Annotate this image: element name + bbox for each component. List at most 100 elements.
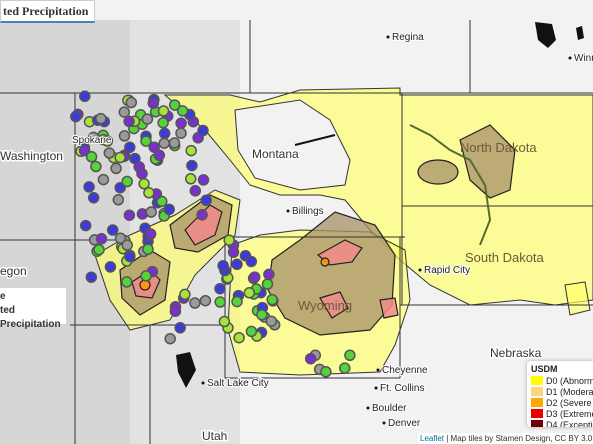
station-marker[interactable] [179, 288, 191, 301]
station-marker[interactable] [186, 159, 198, 172]
station-marker[interactable] [200, 194, 212, 207]
station-marker[interactable] [256, 309, 268, 321]
attribution-link[interactable]: Leaflet [420, 434, 445, 443]
station-marker[interactable] [266, 293, 278, 306]
station-marker[interactable] [248, 271, 261, 283]
station-marker[interactable] [197, 124, 209, 137]
station-marker[interactable] [140, 270, 152, 282]
station-marker[interactable] [218, 315, 231, 328]
panel-line: ted Precipitation [0, 305, 61, 330]
station-marker[interactable] [189, 297, 201, 309]
station-marker[interactable] [174, 322, 186, 334]
station-marker[interactable] [95, 233, 108, 245]
station-marker[interactable] [217, 259, 229, 272]
station-marker[interactable] [147, 97, 160, 109]
station-marker[interactable] [114, 232, 127, 244]
station-marker[interactable] [110, 162, 122, 175]
station-marker[interactable] [114, 181, 126, 194]
station-marker[interactable] [136, 167, 148, 180]
station-marker[interactable] [196, 209, 208, 221]
station-marker[interactable] [233, 331, 245, 344]
station-marker[interactable] [227, 246, 240, 258]
station-marker[interactable] [123, 115, 135, 128]
station-marker[interactable] [175, 127, 187, 139]
station-marker[interactable] [78, 144, 91, 157]
station-marker[interactable] [185, 144, 197, 157]
station-marker[interactable] [101, 135, 114, 147]
station-marker[interactable] [95, 112, 107, 125]
station-marker[interactable] [184, 173, 197, 185]
station-marker[interactable] [85, 151, 98, 163]
station-marker[interactable] [168, 137, 181, 149]
station-marker[interactable] [157, 117, 169, 129]
station-marker[interactable] [114, 151, 126, 164]
station-marker[interactable] [158, 127, 171, 140]
station-marker[interactable] [339, 362, 351, 374]
station-marker[interactable] [124, 250, 136, 263]
station-marker[interactable] [243, 287, 256, 299]
station-marker[interactable] [103, 147, 116, 159]
station-marker[interactable] [97, 173, 110, 186]
station-marker[interactable] [144, 228, 157, 240]
drought-d0 [564, 281, 591, 316]
station-marker[interactable] [123, 209, 136, 221]
station-marker[interactable] [83, 181, 95, 193]
station-marker[interactable] [164, 332, 176, 345]
station-marker[interactable] [245, 255, 258, 268]
station-marker[interactable] [168, 99, 181, 111]
station-marker[interactable] [118, 130, 131, 142]
station-marker[interactable] [197, 174, 210, 186]
station-marker[interactable] [148, 141, 160, 153]
station-marker[interactable] [158, 137, 170, 149]
station-marker[interactable] [245, 325, 258, 338]
station-marker[interactable] [79, 90, 91, 103]
station-marker[interactable] [121, 276, 133, 288]
station-marker[interactable] [121, 175, 133, 188]
station-marker[interactable] [106, 224, 119, 236]
station-marker[interactable] [142, 243, 154, 255]
station-marker[interactable] [344, 349, 356, 362]
station-marker[interactable] [153, 149, 166, 162]
station-marker[interactable] [141, 113, 154, 125]
station-marker[interactable] [231, 295, 243, 308]
legend-label: D1 (Moderate [546, 386, 593, 397]
station-marker[interactable] [70, 110, 82, 123]
station-marker[interactable] [214, 282, 226, 295]
station-marker[interactable] [304, 352, 317, 365]
legend-item: D1 (Moderate [531, 386, 593, 397]
station-marker[interactable] [121, 239, 133, 251]
station-marker[interactable] [87, 131, 100, 144]
layer-tab[interactable]: ted Precipitation [0, 0, 96, 23]
station-marker[interactable] [93, 243, 105, 256]
station-marker[interactable] [214, 296, 226, 308]
station-marker[interactable] [199, 294, 212, 307]
station-marker[interactable] [79, 219, 92, 232]
station-marker[interactable] [145, 206, 157, 218]
place-label: Denver [388, 418, 421, 429]
station-marker[interactable] [169, 305, 182, 317]
station-marker[interactable] [118, 106, 131, 118]
station-marker[interactable] [85, 271, 98, 283]
station-marker[interactable] [104, 261, 117, 273]
station-marker[interactable] [157, 105, 170, 117]
station-marker[interactable] [143, 187, 155, 199]
station-marker[interactable] [223, 234, 235, 247]
station-marker[interactable] [140, 135, 152, 147]
station-marker[interactable] [176, 105, 189, 117]
station-marker[interactable] [189, 185, 202, 197]
station-marker[interactable] [124, 141, 136, 154]
station-marker[interactable] [231, 258, 243, 271]
station-marker[interactable] [175, 117, 187, 129]
station-marker[interactable] [265, 315, 278, 327]
station-marker[interactable] [112, 194, 125, 206]
station-marker[interactable] [163, 203, 175, 216]
station-marker[interactable] [261, 278, 274, 290]
station-marker[interactable] [320, 366, 332, 378]
city-dot [568, 56, 572, 60]
station-marker[interactable] [125, 96, 138, 109]
legend-label: D4 (Exception [546, 419, 593, 428]
station-marker[interactable] [87, 192, 100, 204]
station-marker[interactable] [90, 160, 102, 173]
station-marker[interactable] [263, 268, 275, 281]
